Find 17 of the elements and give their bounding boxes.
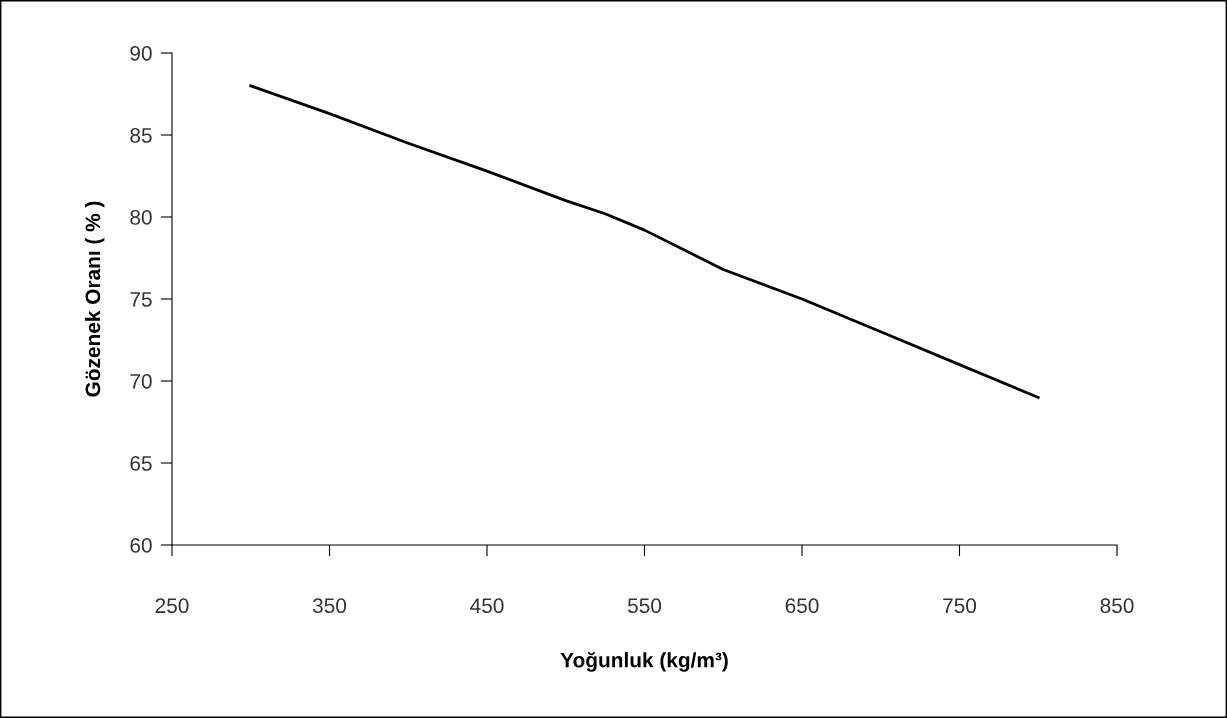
y-tick-label: 70: [130, 374, 152, 389]
x-tick-label: 350: [312, 598, 347, 614]
y-axis-title: Gözenek Oranı ( % ): [84, 201, 105, 397]
y-tick-label: 75: [130, 292, 152, 307]
x-tick-label: 250: [155, 598, 189, 614]
y-tick-label: 80: [130, 210, 152, 225]
x-tick-label: 450: [470, 598, 504, 614]
y-tick-label: 90: [130, 46, 152, 61]
y-tick-label: 65: [130, 456, 152, 471]
x-tick-label: 650: [785, 598, 819, 614]
x-axis-title: Yoğunluk (kg/m³): [560, 651, 728, 672]
x-tick-label: 550: [627, 598, 662, 614]
line-series: [249, 84, 1040, 399]
x-tick-label: 750: [943, 598, 977, 614]
x-tick-label: 850: [1100, 598, 1134, 614]
y-tick-label: 60: [130, 538, 152, 553]
y-tick-label: 85: [130, 128, 152, 143]
